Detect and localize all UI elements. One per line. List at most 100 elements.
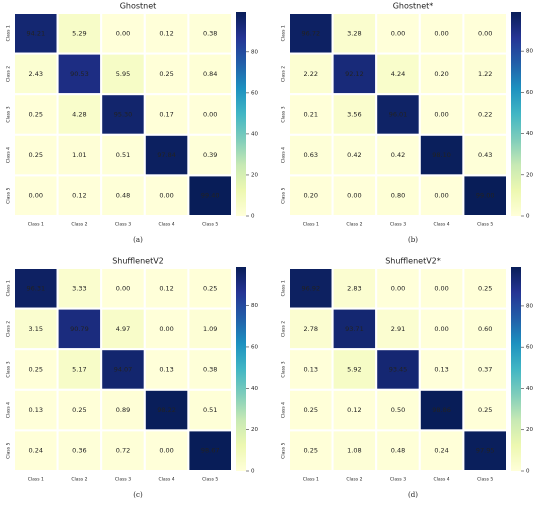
heatmap-cell	[418, 12, 465, 55]
cell-label: 0.25	[478, 406, 492, 414]
x-tick-label: Class 2	[71, 477, 87, 483]
heatmap-cell	[187, 429, 233, 472]
cell-label: 0.89	[116, 406, 130, 414]
cell-label: 0.50	[391, 406, 405, 414]
colorbar	[511, 267, 521, 471]
x-tick-label: Class 4	[434, 222, 450, 228]
heatmap-cell	[418, 388, 465, 432]
y-tick-label: Class 5	[281, 188, 287, 204]
cell-label: 0.25	[478, 284, 492, 292]
x-tick-label: Class 5	[477, 222, 493, 228]
cell-label: 0.00	[29, 192, 43, 200]
x-tick-label: Class 4	[434, 477, 450, 483]
heatmap-cell	[462, 93, 508, 136]
cell-label: 0.00	[434, 284, 448, 292]
cell-label: 0.36	[72, 447, 86, 455]
heatmap-cell	[143, 429, 190, 472]
cell-label: 1.08	[347, 447, 361, 455]
cell-label: 3.56	[347, 111, 361, 119]
cell-label: 93.45	[389, 366, 408, 374]
heatmap-cell	[143, 267, 190, 310]
colorbar-tick-label: 60	[251, 90, 258, 96]
x-tick-label: Class 2	[71, 222, 87, 228]
heatmap-cell	[100, 348, 146, 391]
heatmap-cell	[13, 307, 59, 351]
colorbar-tick-label: 40	[526, 131, 533, 137]
colorbar	[236, 267, 246, 471]
cell-label: 0.20	[434, 70, 448, 78]
cell-label: 0.13	[304, 366, 318, 374]
colorbar-tick-label: 60	[526, 90, 533, 96]
colorbar-tick-label: 20	[526, 172, 533, 178]
cell-label: 90.53	[70, 70, 89, 78]
cell-label: 0.39	[203, 151, 217, 159]
cell-label: 93.71	[345, 325, 364, 333]
cell-label: 0.22	[478, 111, 492, 119]
cell-label: 4.28	[72, 111, 86, 119]
colorbar-tick-label: 40	[251, 386, 258, 392]
colorbar-tick-label: 0	[526, 214, 530, 220]
x-tick-label: Class 1	[303, 222, 319, 228]
cell-label: 0.00	[116, 284, 130, 292]
cell-label: 0.00	[116, 29, 130, 37]
cell-label: 0.38	[203, 366, 217, 374]
chart-title: ShufflenetV2*	[385, 257, 441, 266]
colorbar-tick-label: 20	[251, 427, 258, 433]
cell-label: 5.95	[116, 70, 130, 78]
cell-label: 98.22	[157, 406, 176, 414]
cell-label: 0.48	[391, 447, 405, 455]
cell-label: 0.60	[478, 325, 492, 333]
y-tick-label: Class 3	[6, 361, 12, 377]
cell-label: 0.80	[391, 192, 405, 200]
cell-label: 0.00	[391, 284, 405, 292]
colorbar-tick-label: 0	[251, 469, 255, 475]
heatmap-cell	[56, 93, 103, 136]
x-tick-label: Class 1	[303, 477, 319, 483]
heatmap-cell	[462, 174, 508, 217]
colorbar-tick-label: 20	[251, 172, 258, 178]
heatmap-cell	[418, 307, 465, 351]
cell-label: 3.33	[72, 284, 86, 292]
cell-label: 0.00	[391, 29, 405, 37]
cell-label: 2.78	[304, 325, 318, 333]
cell-label: 5.92	[347, 366, 361, 374]
cell-label: 97.95	[476, 447, 495, 455]
cell-label: 0.72	[116, 447, 130, 455]
cell-label: 1.09	[203, 325, 217, 333]
cell-label: 0.43	[478, 151, 492, 159]
cell-label: 2.83	[347, 284, 361, 292]
cell-label: 98.86	[432, 406, 451, 414]
heatmap-cell	[187, 267, 233, 310]
cell-label: 94.21	[26, 29, 45, 37]
y-tick-label: Class 4	[281, 402, 287, 418]
heatmap-cell	[187, 174, 233, 217]
y-tick-label: Class 2	[6, 321, 12, 337]
colorbar-tick-label: 80	[526, 303, 533, 309]
cell-label: 97.84	[157, 151, 176, 159]
panel-label: (b)	[408, 236, 418, 244]
cell-label: 0.48	[116, 192, 130, 200]
y-tick-label: Class 3	[281, 106, 287, 122]
cell-label: 98.67	[201, 447, 220, 455]
cell-label: 0.00	[434, 111, 448, 119]
cell-label: 96.31	[26, 284, 45, 292]
cell-label: 0.13	[159, 366, 173, 374]
cell-label: 95.30	[114, 111, 133, 119]
heatmap-cell	[13, 429, 59, 472]
x-tick-label: Class 5	[202, 477, 218, 483]
y-tick-label: Class 4	[6, 402, 12, 418]
cell-label: 0.25	[72, 406, 86, 414]
cell-label: 0.00	[159, 192, 173, 200]
cell-label: 99.00	[476, 192, 495, 200]
colorbar-tick-label: 0	[251, 214, 255, 220]
heatmap-cell	[187, 52, 233, 96]
x-tick-label: Class 3	[390, 222, 406, 228]
colorbar-tick-label: 80	[251, 303, 258, 309]
cell-label: 96.72	[301, 29, 320, 37]
heatmap-cell	[100, 52, 146, 96]
heatmap-cell	[100, 174, 146, 217]
cell-label: 94.07	[114, 366, 133, 374]
cell-label: 2.91	[391, 325, 405, 333]
cell-label: 5.17	[72, 366, 86, 374]
